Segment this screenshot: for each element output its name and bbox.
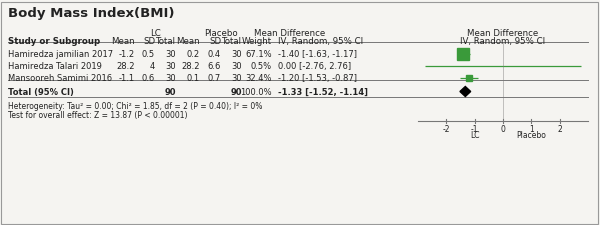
Text: 30: 30 — [232, 74, 242, 83]
Text: Weight: Weight — [242, 37, 272, 46]
Text: -1.2: -1.2 — [119, 50, 135, 59]
Text: -1: -1 — [471, 124, 478, 133]
Text: 30: 30 — [166, 50, 176, 59]
Text: Mean: Mean — [112, 37, 135, 46]
Text: Heterogeneity: Tau² = 0.00; Chi² = 1.85, df = 2 (P = 0.40); I² = 0%: Heterogeneity: Tau² = 0.00; Chi² = 1.85,… — [8, 102, 262, 111]
Text: 32.4%: 32.4% — [245, 74, 272, 83]
Text: Hamiredza Talari 2019: Hamiredza Talari 2019 — [8, 62, 102, 71]
Text: LC: LC — [150, 29, 161, 38]
Text: 30: 30 — [166, 62, 176, 71]
Text: 100.0%: 100.0% — [241, 88, 272, 97]
Text: 90: 90 — [164, 88, 176, 97]
Text: SD: SD — [209, 37, 221, 46]
Text: -1.33 [-1.52, -1.14]: -1.33 [-1.52, -1.14] — [278, 88, 368, 97]
Text: 28.2: 28.2 — [182, 62, 200, 71]
Text: Hamiredza jamilian 2017: Hamiredza jamilian 2017 — [8, 50, 113, 59]
Text: Mean: Mean — [176, 37, 200, 46]
Text: 28.2: 28.2 — [116, 62, 135, 71]
Text: 0.6: 0.6 — [142, 74, 155, 83]
Text: Mean Difference: Mean Difference — [254, 29, 326, 38]
Text: 0.5: 0.5 — [142, 50, 155, 59]
Text: Test for overall effect: Z = 13.87 (P < 0.00001): Test for overall effect: Z = 13.87 (P < … — [8, 111, 187, 120]
Text: -1.40 [-1.63, -1.17]: -1.40 [-1.63, -1.17] — [278, 50, 357, 59]
Text: 67.1%: 67.1% — [245, 50, 272, 59]
Text: Study or Subgroup: Study or Subgroup — [8, 37, 100, 46]
Text: 0: 0 — [500, 124, 505, 133]
Text: Total (95% CI): Total (95% CI) — [8, 88, 74, 97]
Text: SD: SD — [143, 37, 155, 46]
Text: 0.00 [-2.76, 2.76]: 0.00 [-2.76, 2.76] — [278, 62, 351, 71]
Text: 0.5%: 0.5% — [251, 62, 272, 71]
Text: 0.7: 0.7 — [208, 74, 221, 83]
Text: Mean Difference: Mean Difference — [467, 29, 539, 38]
Text: IV, Random, 95% CI: IV, Random, 95% CI — [460, 37, 545, 46]
Text: 30: 30 — [232, 50, 242, 59]
Text: 0.4: 0.4 — [208, 50, 221, 59]
Text: 0.1: 0.1 — [187, 74, 200, 83]
Text: 0.2: 0.2 — [187, 50, 200, 59]
Text: 30: 30 — [166, 74, 176, 83]
Text: 90: 90 — [230, 88, 242, 97]
Text: Total: Total — [156, 37, 176, 46]
Text: 6.6: 6.6 — [208, 62, 221, 71]
Polygon shape — [460, 86, 471, 97]
Text: Mansooreh Samimi 2016: Mansooreh Samimi 2016 — [8, 74, 112, 83]
Text: Total: Total — [222, 37, 242, 46]
Text: -1.1: -1.1 — [119, 74, 135, 83]
Text: 1: 1 — [529, 124, 534, 133]
Text: Placebo: Placebo — [517, 131, 546, 140]
Text: 4: 4 — [150, 62, 155, 71]
Text: Body Mass Index(BMI): Body Mass Index(BMI) — [8, 7, 175, 20]
Text: -2: -2 — [443, 124, 450, 133]
Text: LC: LC — [470, 131, 479, 140]
Text: -1.20 [-1.53, -0.87]: -1.20 [-1.53, -0.87] — [278, 74, 357, 83]
Text: 2: 2 — [557, 124, 562, 133]
Text: IV, Random, 95% CI: IV, Random, 95% CI — [278, 37, 363, 46]
Text: 30: 30 — [232, 62, 242, 71]
Text: Placebo: Placebo — [204, 29, 238, 38]
